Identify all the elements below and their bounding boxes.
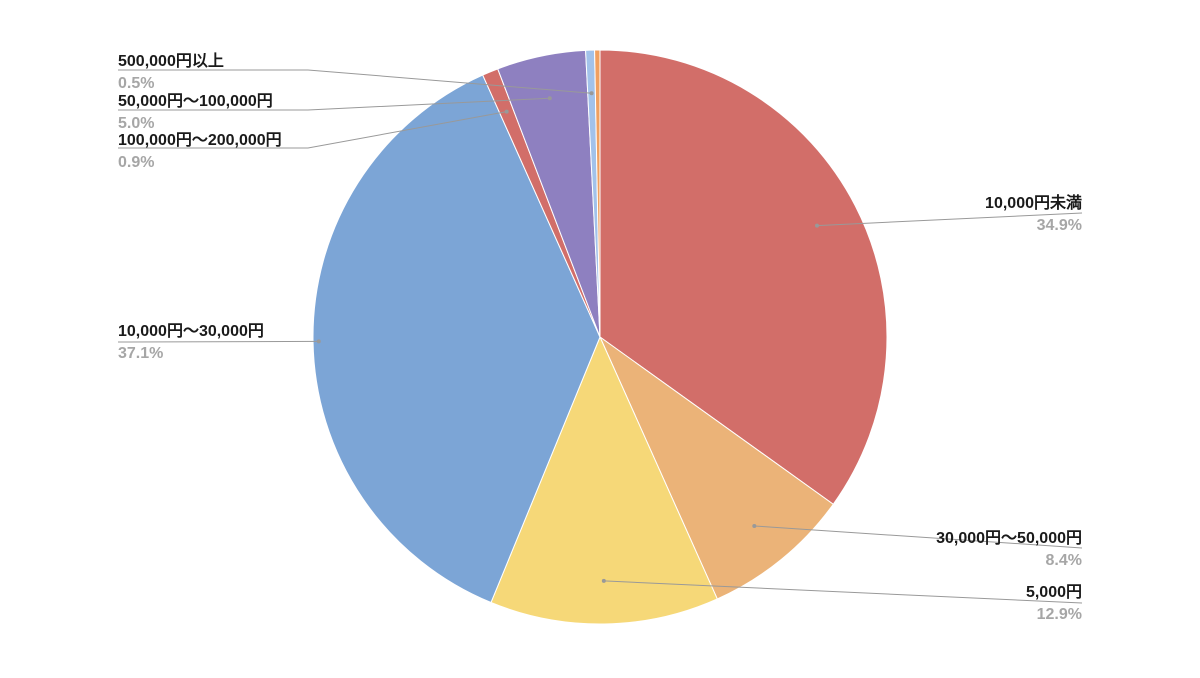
slices-layer	[312, 49, 888, 625]
leader-line-5	[118, 97, 550, 111]
leaders-layer	[117, 69, 1083, 604]
leader-line-4	[118, 111, 507, 149]
slice-label-5: 50,000円〜100,000円	[118, 92, 273, 110]
leader-line-3	[117, 340, 319, 343]
slice-label-2: 5,000円	[1026, 583, 1082, 601]
leader-dot-1	[752, 523, 757, 528]
leader-dot-3	[316, 339, 321, 344]
leader-dot-5	[547, 96, 552, 101]
slice-percent-2: 12.9%	[1037, 606, 1082, 623]
pie-slice-1	[598, 335, 834, 600]
slice-percent-1: 8.4%	[1046, 552, 1082, 569]
leader-line-1	[754, 525, 1083, 549]
leader-line-0	[816, 212, 1083, 227]
slice-percent-0: 34.9%	[1037, 217, 1082, 234]
slice-percent-6: 0.5%	[118, 75, 154, 92]
labels-layer: 10,000円未満 34.9% 30,000円〜50,000円 8.4% 5,000円 1…	[118, 52, 1082, 623]
slice-label-4: 100,000円〜200,000円	[118, 131, 282, 149]
slice-percent-5: 5.0%	[118, 115, 154, 132]
pie-slice-7	[594, 49, 601, 338]
leader-dot-6	[589, 91, 594, 96]
slice-label-1: 30,000円〜50,000円	[936, 529, 1082, 547]
pie-slice-0	[599, 49, 888, 505]
slice-label-0: 10,000円未満	[985, 193, 1082, 212]
leader-dot-2	[601, 578, 606, 583]
pie-slice-2	[490, 335, 718, 625]
slice-percent-4: 0.9%	[118, 154, 154, 171]
leader-dot-0	[815, 223, 820, 228]
leader-dot-4	[504, 109, 509, 114]
leader-line-2	[603, 580, 1083, 604]
slice-label-3: 10,000円〜30,000円	[118, 322, 264, 340]
leader-line-6	[118, 69, 592, 94]
slice-label-6: 500,000円以上	[118, 52, 224, 70]
slice-percent-3: 37.1%	[118, 345, 163, 362]
